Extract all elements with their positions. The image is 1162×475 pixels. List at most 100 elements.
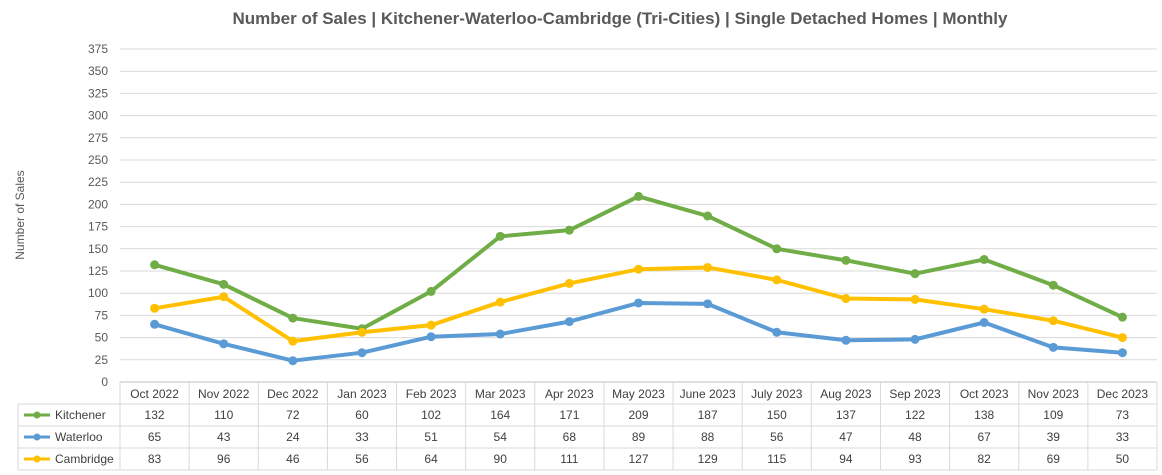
data-point-waterloo	[219, 339, 229, 349]
data-point-waterloo	[703, 299, 713, 309]
data-point-waterloo	[564, 317, 574, 327]
x-tick-label: June 2023	[680, 387, 736, 401]
data-cell-kitchener: 132	[145, 408, 165, 422]
y-tick-label: 125	[88, 264, 108, 278]
data-cell-kitchener: 72	[286, 408, 300, 422]
x-tick-label: Dec 2023	[1097, 387, 1149, 401]
data-cell-kitchener: 164	[490, 408, 510, 422]
y-tick-label: 275	[88, 131, 108, 145]
series-lines	[150, 191, 1127, 366]
data-point-kitchener	[841, 255, 851, 265]
y-tick-label: 150	[88, 242, 108, 256]
legend-key-marker-waterloo	[33, 433, 41, 441]
data-point-cambridge	[772, 275, 782, 285]
data-cell-waterloo: 88	[701, 430, 715, 444]
data-cell-kitchener: 150	[767, 408, 787, 422]
data-point-kitchener	[150, 260, 160, 270]
data-cell-cambridge: 69	[1047, 452, 1061, 466]
data-cell-waterloo: 39	[1047, 430, 1061, 444]
data-cell-cambridge: 46	[286, 452, 300, 466]
data-point-cambridge	[564, 278, 574, 288]
data-point-kitchener	[634, 191, 643, 201]
x-tick-label: Oct 2022	[130, 387, 179, 401]
data-cell-cambridge: 82	[977, 452, 991, 466]
x-tick-label: Apr 2023	[545, 387, 594, 401]
data-point-kitchener	[426, 286, 436, 296]
x-tick-label: Feb 2023	[406, 387, 457, 401]
y-axis-label: Number of Sales	[13, 170, 27, 259]
data-point-waterloo	[772, 327, 782, 337]
data-point-cambridge	[841, 294, 851, 304]
data-point-kitchener	[564, 225, 574, 235]
data-point-waterloo	[1117, 348, 1127, 358]
data-cell-cambridge: 115	[767, 452, 786, 466]
data-cell-cambridge: 94	[839, 452, 853, 466]
data-point-cambridge	[426, 320, 436, 330]
data-cell-cambridge: 90	[494, 452, 508, 466]
data-point-cambridge	[703, 262, 713, 272]
data-point-kitchener	[495, 231, 505, 241]
data-cell-cambridge: 127	[628, 452, 648, 466]
y-tick-label: 350	[88, 64, 108, 78]
data-point-kitchener	[772, 244, 782, 254]
data-cell-waterloo: 24	[286, 430, 300, 444]
data-cell-kitchener: 73	[1116, 408, 1130, 422]
data-cell-kitchener: 122	[905, 408, 925, 422]
data-point-kitchener	[910, 269, 920, 279]
data-cell-kitchener: 138	[974, 408, 994, 422]
legend-label-kitchener: Kitchener	[55, 408, 106, 422]
data-point-cambridge	[357, 327, 367, 337]
data-cell-waterloo: 33	[1116, 430, 1130, 444]
data-cell-kitchener: 109	[1043, 408, 1063, 422]
data-point-cambridge	[979, 304, 989, 314]
y-tick-label: 200	[88, 197, 108, 211]
data-point-waterloo	[1048, 342, 1058, 352]
data-point-waterloo	[634, 298, 643, 308]
y-tick-label: 25	[95, 353, 109, 367]
legend-key-marker-cambridge	[33, 455, 41, 463]
data-point-cambridge	[150, 303, 160, 313]
data-cell-waterloo: 65	[148, 430, 162, 444]
data-cell-kitchener: 137	[836, 408, 856, 422]
data-cell-kitchener: 102	[421, 408, 441, 422]
data-cell-waterloo: 54	[494, 430, 508, 444]
data-point-kitchener	[1048, 280, 1058, 290]
data-point-waterloo	[495, 329, 505, 339]
data-point-cambridge	[219, 292, 229, 302]
data-cell-cambridge: 50	[1116, 452, 1130, 466]
data-cell-waterloo: 48	[908, 430, 922, 444]
x-tick-label: Sep 2023	[889, 387, 941, 401]
data-cell-kitchener: 60	[355, 408, 369, 422]
data-cell-waterloo: 89	[632, 430, 646, 444]
y-axis-ticks: 0 25 50 75 100 125 150 175 200 225 250 275 300 325 350…	[88, 42, 108, 389]
y-tick-label: 0	[101, 375, 108, 389]
data-point-waterloo	[357, 348, 367, 358]
y-tick-label: 50	[95, 331, 109, 345]
data-point-cambridge	[1048, 316, 1058, 326]
legend-label-waterloo: Waterloo	[55, 430, 103, 444]
data-cell-cambridge: 64	[424, 452, 438, 466]
data-cell-waterloo: 68	[563, 430, 577, 444]
x-tick-label: July 2023	[751, 387, 803, 401]
data-cell-waterloo: 56	[770, 430, 784, 444]
data-point-kitchener	[979, 254, 989, 264]
x-tick-label: Aug 2023	[820, 387, 872, 401]
data-point-cambridge	[1117, 333, 1127, 343]
data-point-waterloo	[841, 335, 851, 345]
x-tick-label: Dec 2022	[267, 387, 319, 401]
y-tick-label: 225	[88, 175, 108, 189]
data-cell-cambridge: 93	[908, 452, 922, 466]
data-cell-cambridge: 129	[698, 452, 718, 466]
data-cell-waterloo: 51	[424, 430, 438, 444]
data-table: Oct 2022 Nov 2022 Dec 2022 Jan 2023 Feb 2023…	[17, 382, 1158, 471]
legend-label-cambridge: Cambridge	[55, 452, 114, 466]
y-tick-label: 325	[88, 86, 108, 100]
data-cell-waterloo: 43	[217, 430, 231, 444]
data-point-cambridge	[495, 297, 505, 307]
data-point-cambridge	[288, 336, 298, 346]
data-cell-kitchener: 110	[214, 408, 233, 422]
data-point-kitchener	[703, 211, 713, 221]
data-cell-cambridge: 83	[148, 452, 162, 466]
data-point-kitchener	[1117, 312, 1127, 322]
